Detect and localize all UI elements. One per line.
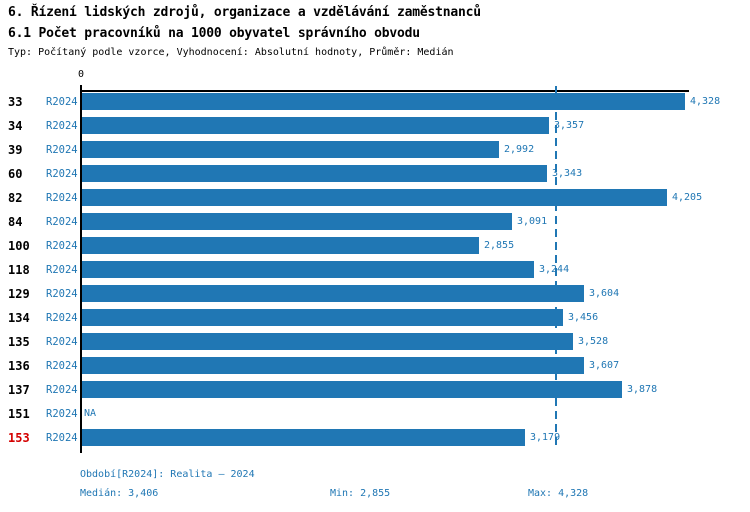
category-label: 39 xyxy=(8,143,23,157)
report-title: 6. Řízení lidských zdrojů, organizace a … xyxy=(8,5,481,20)
value-label: NA xyxy=(84,408,97,419)
chart-subtitle: Typ: Počítaný podle vzorce, Vyhodnocení:… xyxy=(8,47,454,58)
series-label: R2024 xyxy=(46,120,78,132)
x-axis-line xyxy=(81,90,689,92)
bar xyxy=(82,141,499,158)
category-label: 135 xyxy=(8,335,30,349)
bar xyxy=(82,285,584,302)
median-line xyxy=(555,86,557,448)
value-label: 3,878 xyxy=(627,384,658,395)
category-label: 33 xyxy=(8,95,23,109)
series-label: R2024 xyxy=(46,432,78,444)
category-label: 134 xyxy=(8,311,30,325)
value-label: 3,607 xyxy=(589,360,620,371)
footer-max: Max: 4,328 xyxy=(528,488,589,499)
value-label: 3,456 xyxy=(568,312,599,323)
category-label: 129 xyxy=(8,287,30,301)
value-label: 3,343 xyxy=(552,168,583,179)
value-label: 2,992 xyxy=(504,144,535,155)
category-label: 84 xyxy=(8,215,23,229)
series-label: R2024 xyxy=(46,312,78,324)
value-label: 4,205 xyxy=(672,192,703,203)
value-label: 2,855 xyxy=(484,240,515,251)
bar xyxy=(82,189,667,206)
category-label: 34 xyxy=(8,119,23,133)
category-label: 60 xyxy=(8,167,23,181)
footer-period: Období[R2024]: Realita – 2024 xyxy=(80,469,255,480)
series-label: R2024 xyxy=(46,240,78,252)
x-axis-zero-tick-label: 0 xyxy=(77,69,85,80)
bar xyxy=(82,333,573,350)
value-label: 3,179 xyxy=(530,432,561,443)
series-label: R2024 xyxy=(46,192,78,204)
value-label: 3,244 xyxy=(539,264,570,275)
footer-min: Min: 2,855 xyxy=(330,488,391,499)
category-label: 100 xyxy=(8,239,30,253)
series-label: R2024 xyxy=(46,360,78,372)
value-label: 3,091 xyxy=(517,216,548,227)
category-label: 136 xyxy=(8,359,30,373)
series-label: R2024 xyxy=(46,336,78,348)
value-label: 3,604 xyxy=(589,288,620,299)
bar xyxy=(82,381,622,398)
series-label: R2024 xyxy=(46,144,78,156)
bar xyxy=(82,93,685,110)
category-label: 153 xyxy=(8,431,30,445)
bar xyxy=(82,261,534,278)
series-label: R2024 xyxy=(46,408,78,420)
category-label: 118 xyxy=(8,263,30,277)
bar xyxy=(82,429,525,446)
y-axis-line xyxy=(80,85,82,453)
category-label: 82 xyxy=(8,191,23,205)
series-label: R2024 xyxy=(46,264,78,276)
series-label: R2024 xyxy=(46,288,78,300)
bar xyxy=(82,165,547,182)
category-label: 137 xyxy=(8,383,30,397)
value-label: 3,528 xyxy=(578,336,609,347)
bar xyxy=(82,117,549,134)
footer-median: Medián: 3,406 xyxy=(80,488,159,499)
series-label: R2024 xyxy=(46,168,78,180)
chart-title: 6.1 Počet pracovníků na 1000 obyvatel sp… xyxy=(8,26,420,41)
category-label: 151 xyxy=(8,407,30,421)
series-label: R2024 xyxy=(46,384,78,396)
bar xyxy=(82,309,563,326)
bar xyxy=(82,357,584,374)
bar-chart: 0 33 R2024 4,328 34 R2024 3,357 39 R2024 2,992 60… xyxy=(8,69,721,453)
series-label: R2024 xyxy=(46,216,78,228)
series-label: R2024 xyxy=(46,96,78,108)
bar xyxy=(82,237,479,254)
value-label: 3,357 xyxy=(554,120,585,131)
bar xyxy=(82,213,512,230)
value-label: 4,328 xyxy=(690,96,721,107)
